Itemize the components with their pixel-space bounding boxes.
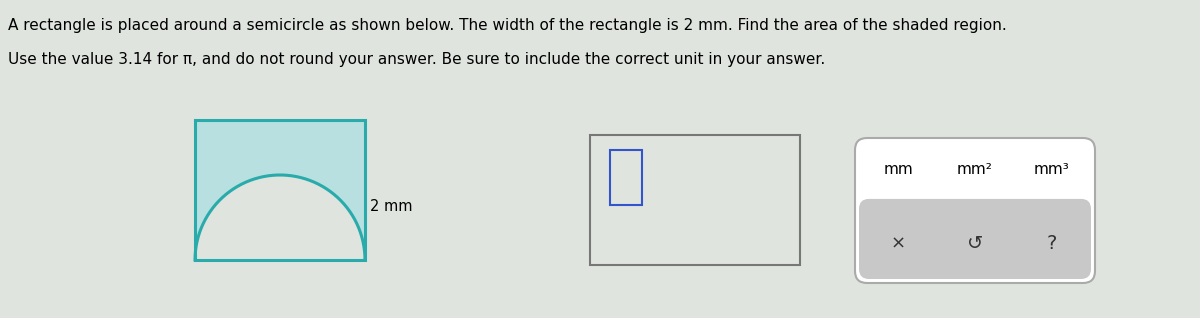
Text: mm²: mm²: [958, 162, 992, 177]
Polygon shape: [194, 120, 365, 260]
Polygon shape: [194, 175, 365, 260]
FancyBboxPatch shape: [859, 199, 1091, 279]
Polygon shape: [590, 135, 800, 265]
Text: ×: ×: [890, 235, 906, 253]
Text: ?: ?: [1046, 234, 1057, 253]
FancyBboxPatch shape: [854, 138, 1096, 283]
Text: A rectangle is placed around a semicircle as shown below. The width of the recta: A rectangle is placed around a semicircl…: [8, 18, 1007, 33]
Text: mm³: mm³: [1034, 162, 1069, 177]
Text: 2 mm: 2 mm: [370, 199, 413, 214]
Polygon shape: [610, 150, 642, 205]
Text: ↺: ↺: [967, 234, 983, 253]
Text: mm: mm: [883, 162, 913, 177]
Text: Use the value 3.14 for π, and do not round your answer. Be sure to include the c: Use the value 3.14 for π, and do not rou…: [8, 52, 826, 67]
